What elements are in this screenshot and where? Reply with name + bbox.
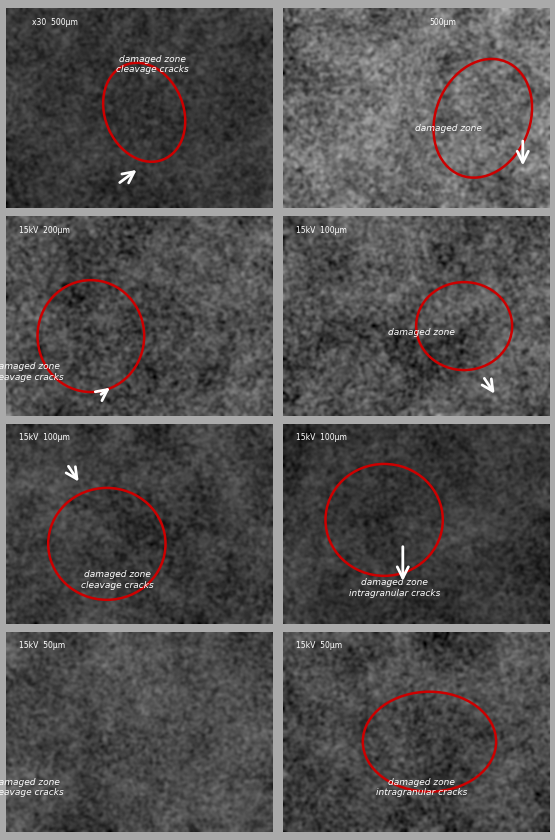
Text: x30  500μm: x30 500μm [32,18,78,27]
Text: 500μm: 500μm [430,18,456,27]
Text: damaged zone
cleavage cracks: damaged zone cleavage cracks [0,778,63,797]
Text: damaged zone
intragranular cracks: damaged zone intragranular cracks [376,778,467,797]
Text: 15kV  200μm: 15kV 200μm [19,226,70,234]
Text: 15kV  100μm: 15kV 100μm [19,433,70,443]
Text: damaged zone
cleavage cracks: damaged zone cleavage cracks [81,570,154,590]
Text: damaged zone: damaged zone [388,328,455,337]
Text: 15kV  50μm: 15kV 50μm [296,641,342,650]
Text: damaged zone: damaged zone [415,123,482,133]
Text: damaged zone
cleavage cracks: damaged zone cleavage cracks [116,55,189,74]
Text: damaged zone
intragranular cracks: damaged zone intragranular cracks [349,578,441,597]
Text: 15kV  50μm: 15kV 50μm [19,641,65,650]
Text: 15kV  100μm: 15kV 100μm [296,433,347,443]
Text: 15kV  100μm: 15kV 100μm [296,226,347,234]
Text: damaged zone
cleavage cracks: damaged zone cleavage cracks [0,362,63,381]
